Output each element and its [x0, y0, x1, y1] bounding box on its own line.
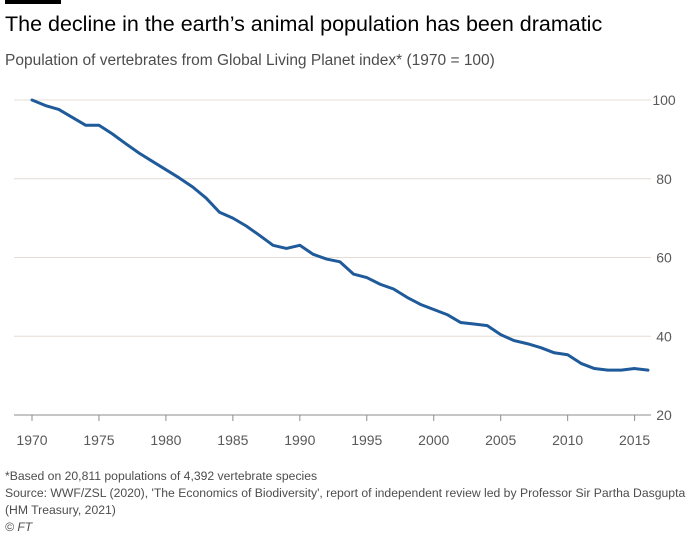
y-tick-label: 60	[656, 250, 672, 266]
x-tick-label: 2010	[552, 432, 583, 448]
x-tick-label: 2015	[619, 432, 650, 448]
x-tick-label: 2000	[418, 432, 449, 448]
source-line-1: Source: WWF/ZSL (2020), 'The Economics o…	[5, 486, 686, 500]
chart-title: The decline in the earth’s animal popula…	[5, 12, 603, 36]
ft-credit: © FT	[5, 520, 33, 534]
series-line	[30, 98, 650, 372]
x-tick-label: 1980	[150, 432, 181, 448]
top-rule	[5, 0, 61, 4]
footnote: *Based on 20,811 populations of 4,392 ve…	[5, 469, 318, 483]
chart-subtitle: Population of vertebrates from Global Li…	[5, 52, 495, 69]
x-tick-label: 1990	[284, 432, 315, 448]
series-layer	[30, 98, 650, 372]
y-tick-label: 20	[656, 407, 672, 423]
chart-footer: *Based on 20,811 populations of 4,392 ve…	[5, 468, 695, 536]
y-tick-label: 100	[652, 92, 676, 108]
x-tick-label: 1985	[217, 432, 248, 448]
x-axis-ticks: 1970 1975 1980 1985 1990 1995 2000 2005 2010 2015	[16, 415, 650, 448]
x-tick-label: 1975	[83, 432, 114, 448]
y-tick-label: 40	[656, 328, 672, 344]
x-tick-label: 2005	[485, 432, 516, 448]
y-tick-label: 80	[656, 171, 672, 187]
x-tick-label: 1995	[351, 432, 382, 448]
y-axis-ticks: 20 40 60 80 100	[652, 92, 676, 423]
gridlines	[14, 99, 651, 416]
source-line-2: (HM Treasury, 2021)	[5, 503, 116, 517]
x-tick-label: 1970	[16, 432, 47, 448]
